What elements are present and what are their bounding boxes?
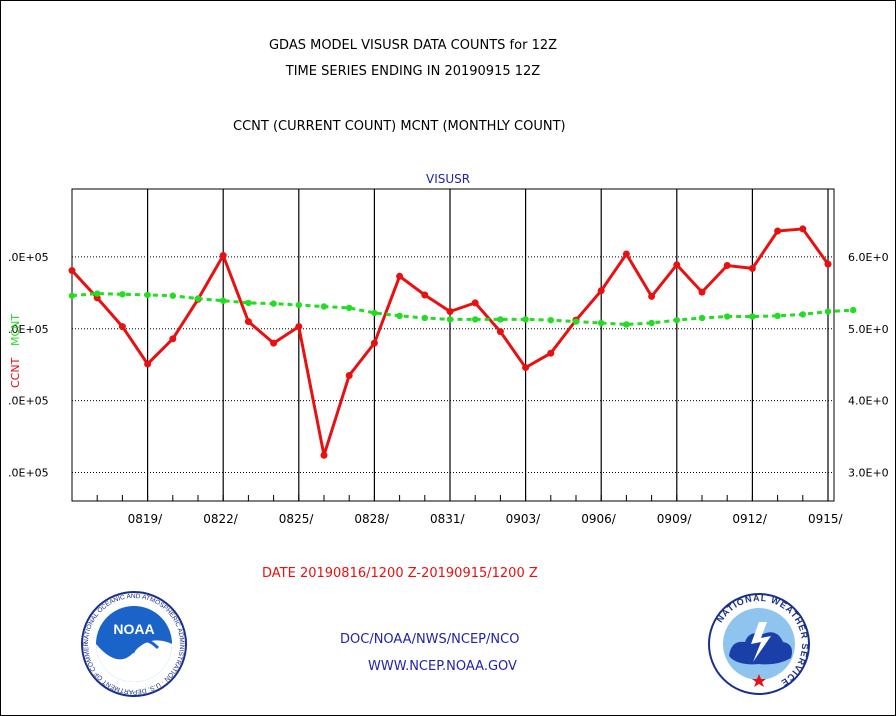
x-tick-label: 0903/ — [506, 512, 542, 526]
y-tick-label-left: .0E+05 — [8, 395, 49, 408]
data-point-mcnt — [371, 309, 378, 317]
credit-line-1[interactable]: DOC/NOAA/NWS/NCEP/NCO — [340, 632, 520, 647]
data-point-ccnt — [68, 267, 76, 275]
data-point-ccnt — [799, 225, 807, 233]
data-point-ccnt — [144, 360, 152, 368]
data-point-mcnt — [497, 316, 504, 323]
data-point-mcnt — [295, 301, 302, 309]
data-point-mcnt — [245, 299, 252, 307]
data-point-mcnt — [572, 318, 580, 325]
data-point-ccnt — [748, 264, 756, 272]
data-point-mcnt — [144, 291, 151, 299]
plot-area — [71, 188, 835, 502]
data-point-ccnt — [370, 339, 378, 347]
y-tick-label-right: 3.0E+0 — [848, 466, 889, 479]
noaa-logo-text: NOAA — [113, 621, 154, 637]
data-point-ccnt — [471, 299, 479, 307]
x-tick-label: 0912/ — [732, 512, 768, 526]
data-point-mcnt — [320, 303, 328, 310]
data-point-mcnt — [346, 304, 353, 312]
data-point-ccnt — [396, 272, 404, 280]
data-point-mcnt — [623, 321, 630, 328]
data-point-ccnt — [219, 251, 227, 259]
x-tick-label: 0822/ — [203, 512, 239, 526]
data-point-mcnt — [673, 316, 680, 324]
x-tick-label: 0831/ — [430, 512, 466, 526]
chart-subtitle: CCNT (CURRENT COUNT) MCNT (MONTHLY COUNT… — [233, 119, 566, 134]
data-point-mcnt — [547, 316, 554, 324]
data-point-ccnt — [320, 451, 328, 459]
data-point-mcnt — [598, 319, 605, 327]
data-point-ccnt — [723, 262, 731, 270]
data-point-mcnt — [850, 306, 857, 314]
date-range-label: DATE 20190816/1200 Z-20190915/1200 Z — [262, 566, 538, 581]
data-point-mcnt — [68, 292, 76, 299]
data-point-ccnt — [774, 227, 782, 235]
y-tick-label-right: 5.0E+0 — [848, 323, 889, 336]
data-point-mcnt — [698, 314, 706, 322]
data-point-ccnt — [648, 292, 656, 300]
y-tick-label-left: .0E+05 — [8, 251, 49, 264]
data-point-mcnt — [724, 313, 731, 320]
nws-logo-icon[interactable]: NATIONAL WEATHER SERVICE — [707, 592, 811, 696]
data-point-ccnt — [270, 339, 278, 347]
data-point-mcnt — [799, 311, 806, 318]
data-point-ccnt — [597, 287, 605, 295]
data-point-mcnt — [421, 314, 428, 322]
x-tick-label: 0909/ — [657, 512, 693, 526]
data-point-ccnt — [118, 323, 126, 331]
data-point-ccnt — [295, 323, 303, 331]
y-tick-label-left: .0E+05 — [8, 466, 49, 479]
data-point-mcnt — [774, 312, 781, 320]
data-point-ccnt — [622, 250, 630, 258]
data-point-ccnt — [244, 318, 252, 326]
y-tick-label-right: 6.0E+0 — [848, 251, 889, 264]
data-point-ccnt — [522, 364, 530, 372]
data-point-ccnt — [673, 261, 681, 269]
noaa-logo-icon[interactable]: NOAA NATIONAL OCEANIC AND ATMOSPHERIC AD… — [80, 590, 188, 698]
panel-label: VISUSR — [426, 172, 471, 186]
credit-line-2[interactable]: WWW.NCEP.NOAA.GOV — [368, 659, 517, 674]
data-point-mcnt — [446, 316, 454, 323]
x-tick-label: 0828/ — [354, 512, 390, 526]
chart-title: GDAS MODEL VISUSR DATA COUNTS for 12Z — [268, 38, 558, 53]
y-axis-label-mcnt: MCNT — [9, 314, 22, 346]
chart-title-line2: TIME SERIES ENDING IN 20190915 12Z — [285, 64, 541, 79]
data-point-ccnt — [698, 288, 706, 296]
data-point-mcnt — [270, 300, 277, 307]
x-tick-label: 0819/ — [128, 512, 164, 526]
x-tick-label: 0825/ — [279, 512, 315, 526]
data-point-mcnt — [648, 319, 655, 327]
data-point-mcnt — [94, 290, 101, 297]
data-point-mcnt — [824, 308, 832, 315]
data-point-ccnt — [169, 335, 177, 343]
y-tick-label-left: .0E+05 — [8, 323, 49, 336]
data-point-ccnt — [446, 308, 454, 316]
data-point-mcnt — [220, 297, 227, 304]
series-line-mcnt — [71, 292, 854, 326]
data-point-ccnt — [345, 371, 353, 379]
data-point-mcnt — [169, 292, 176, 299]
data-point-mcnt — [119, 291, 126, 298]
data-point-mcnt — [522, 316, 529, 323]
data-point-mcnt — [749, 313, 756, 320]
y-axis-label-ccnt: CCNT — [9, 357, 22, 388]
data-point-mcnt — [472, 316, 479, 323]
data-point-ccnt — [824, 260, 832, 268]
data-point-mcnt — [194, 295, 202, 302]
data-point-ccnt — [421, 291, 429, 299]
y-tick-label-right: 4.0E+0 — [848, 395, 889, 408]
x-tick-label: 0915/ — [808, 512, 844, 526]
data-point-ccnt — [496, 328, 504, 336]
x-tick-label: 0906/ — [581, 512, 617, 526]
data-point-ccnt — [547, 349, 555, 357]
data-point-mcnt — [396, 312, 403, 320]
